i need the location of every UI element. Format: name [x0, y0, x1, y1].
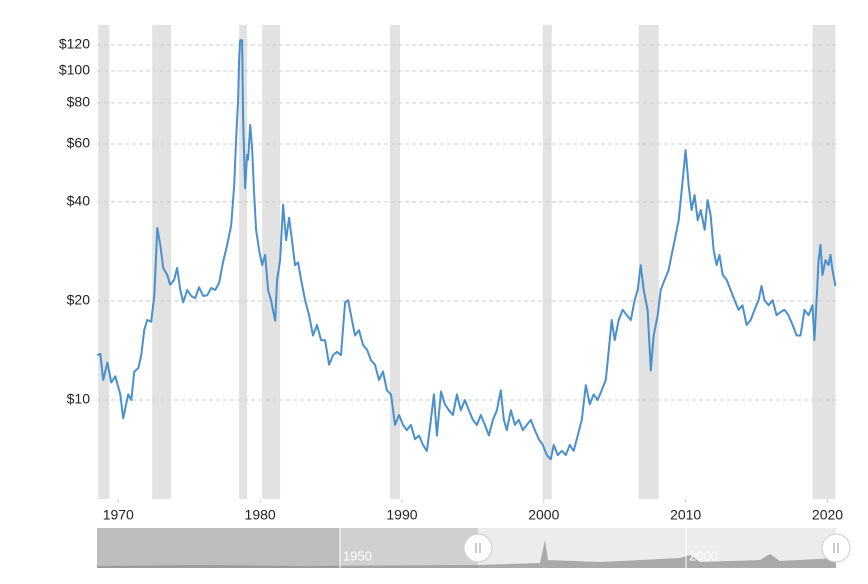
y-tick-label: $10: [67, 391, 91, 407]
x-tick-label: 1990: [386, 507, 417, 523]
x-tick-label: 2000: [528, 507, 559, 523]
navigator: 1950 2000: [97, 528, 851, 568]
y-tick-label: $40: [67, 193, 91, 209]
x-tick-label: 1970: [103, 507, 134, 523]
navigator-label: 1950: [343, 548, 372, 563]
x-tick-label: 1980: [245, 507, 276, 523]
y-tick-label: $120: [59, 36, 90, 52]
recession-band: [98, 25, 110, 499]
y-tick-label: $80: [67, 94, 91, 110]
recession-band: [389, 25, 400, 499]
recession-band: [239, 25, 248, 499]
recession-band: [638, 25, 659, 499]
plot: [96, 39, 837, 461]
navigator-series: [97, 540, 836, 568]
y-tick-label: $60: [67, 135, 91, 151]
recession-bands: [98, 25, 836, 499]
x-tick-label: 2010: [670, 507, 701, 523]
price-line: [96, 39, 837, 461]
handle-grip: [475, 543, 481, 553]
grid: $10 $20 $40 $60 $80 $100 $120 1970 1980 1990 2000 2…: [59, 36, 843, 523]
y-tick-label: $100: [59, 62, 90, 78]
x-tick-label: 2020: [812, 507, 843, 523]
navigator-outside: [340, 528, 478, 568]
y-tick-label: $20: [67, 292, 91, 308]
navigator-handle[interactable]: [821, 533, 851, 563]
recession-band: [542, 25, 552, 499]
handle-grip: [833, 543, 839, 553]
navigator-outside: [97, 528, 340, 568]
navigator-label: 2000: [689, 548, 718, 563]
navigator-handle[interactable]: [463, 533, 493, 563]
